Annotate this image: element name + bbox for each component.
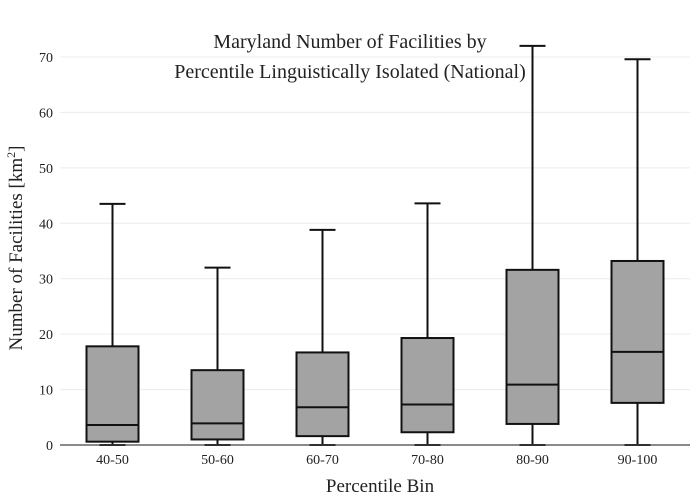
chart-title-line-1: Maryland Number of Facilities by: [213, 31, 487, 53]
y-tick-label: 30: [39, 273, 53, 288]
y-axis: 0 10 20 30 40 50 60 70: [39, 51, 53, 454]
y-axis-label-suffix: ]: [6, 145, 28, 152]
box-iqr: [610, 259, 665, 404]
y-tick-label: 20: [39, 328, 53, 343]
box-iqr: [400, 337, 455, 434]
box-iqr: [505, 268, 560, 425]
y-axis-label: Number of Facilities [km2]: [4, 146, 28, 351]
x-tick-label: 60-70: [306, 453, 339, 468]
y-tick-label: 10: [39, 384, 53, 399]
box-series: [85, 44, 665, 446]
box-40-50: [85, 202, 140, 446]
box-90-100: [610, 58, 665, 446]
y-axis-label-text: Number of Facilities [km: [6, 157, 28, 351]
y-tick-label: 60: [39, 106, 53, 121]
y-tick-label: 70: [39, 51, 53, 66]
x-axis: 40-50 50-60 60-70 70-80 80-90 90-100: [60, 444, 690, 468]
box-iqr: [190, 369, 245, 441]
x-axis-label: Percentile Bin: [325, 476, 435, 497]
box-50-60: [190, 266, 245, 446]
x-tick-label: 40-50: [96, 453, 129, 468]
box-iqr: [295, 351, 350, 438]
x-tick-label: 80-90: [516, 453, 549, 468]
y-axis-label-superscript: 2: [3, 151, 18, 158]
box-iqr: [85, 345, 140, 443]
box-80-90: [505, 44, 560, 446]
x-tick-label: 90-100: [618, 453, 658, 468]
y-tick-label: 40: [39, 217, 53, 232]
box-70-80: [400, 202, 455, 446]
x-tick-label: 70-80: [411, 453, 444, 468]
box-60-70: [295, 228, 350, 446]
grid-lines: [60, 56, 690, 391]
y-tick-label: 0: [46, 439, 53, 454]
chart-title-line-2: Percentile Linguistically Isolated (Nati…: [174, 61, 526, 83]
x-tick-label: 50-60: [201, 453, 234, 468]
y-tick-label: 50: [39, 162, 53, 177]
